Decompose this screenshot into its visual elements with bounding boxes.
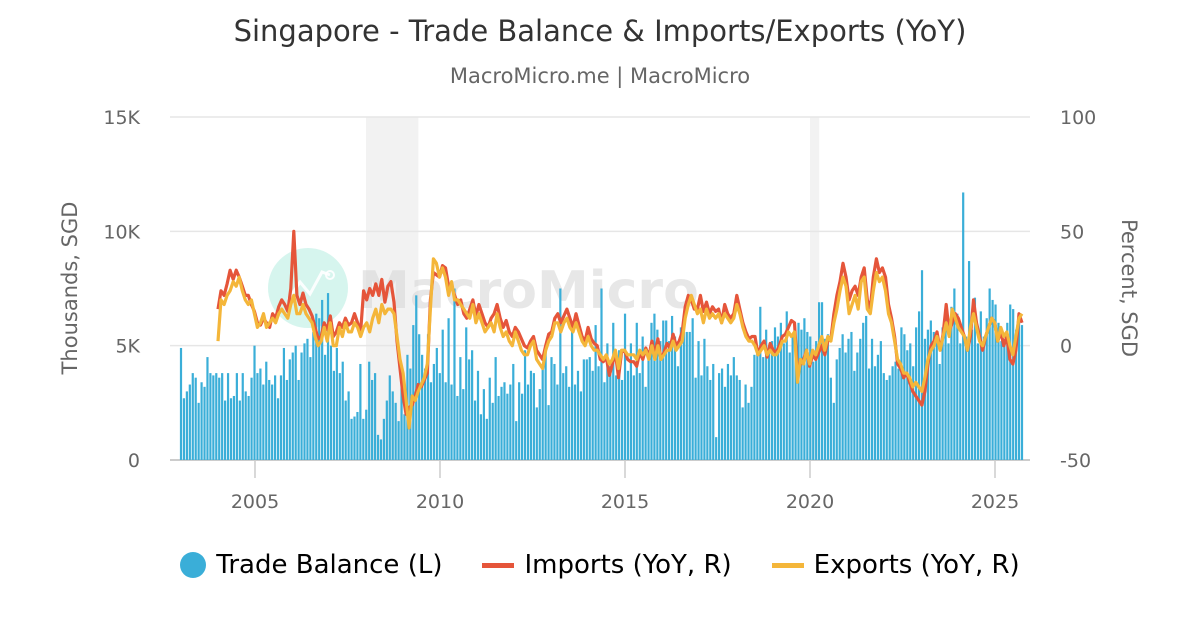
- right-tick-label: 100: [1060, 107, 1096, 129]
- yoy-lines: [216, 229, 1024, 430]
- chart-title: Singapore - Trade Balance & Imports/Expo…: [233, 14, 967, 48]
- line-marker-icon: [482, 562, 515, 568]
- x-tick-label: 2020: [786, 491, 834, 513]
- legend-item-trade-balance[interactable]: Trade Balance (L): [180, 550, 442, 580]
- x-tick-label: 2015: [601, 491, 649, 513]
- circle-marker-icon: [180, 552, 207, 578]
- axes: 0 5K 10K 15K -50 0 50 100 2005 2010 2015 2020 2025: [103, 107, 1096, 513]
- left-axis-label: Thousands, SGD: [58, 202, 82, 376]
- left-tick-label: 15K: [103, 107, 140, 129]
- line-marker-icon: [771, 562, 804, 568]
- x-tick-label: 2025: [971, 491, 1019, 513]
- right-tick-label: 50: [1060, 221, 1084, 243]
- right-tick-label: -50: [1060, 450, 1091, 472]
- left-tick-label: 5K: [115, 336, 140, 358]
- legend-label: Trade Balance (L): [216, 550, 443, 580]
- x-tick-label: 2010: [416, 491, 464, 513]
- watermark-text: MacroMicro: [358, 261, 699, 321]
- legend: Trade Balance (L) Imports (YoY, R) Expor…: [0, 550, 1200, 580]
- recession-band: [810, 117, 820, 460]
- legend-label: Imports (YoY, R): [524, 550, 732, 580]
- legend-item-exports[interactable]: Exports (YoY, R): [771, 550, 1020, 580]
- x-tick-label: 2005: [231, 491, 279, 513]
- right-tick-label: 0: [1060, 336, 1072, 358]
- trade-balance-bars: [179, 192, 1024, 460]
- left-tick-label: 10K: [103, 221, 140, 243]
- legend-item-imports[interactable]: Imports (YoY, R): [482, 550, 732, 580]
- chart-subtitle: MacroMicro.me | MacroMicro: [449, 64, 751, 88]
- exports-line: [216, 257, 1024, 430]
- left-tick-label: 0: [128, 450, 140, 472]
- right-axis-label: Percent, SGD: [1117, 219, 1141, 357]
- legend-label: Exports (YoY, R): [813, 550, 1020, 580]
